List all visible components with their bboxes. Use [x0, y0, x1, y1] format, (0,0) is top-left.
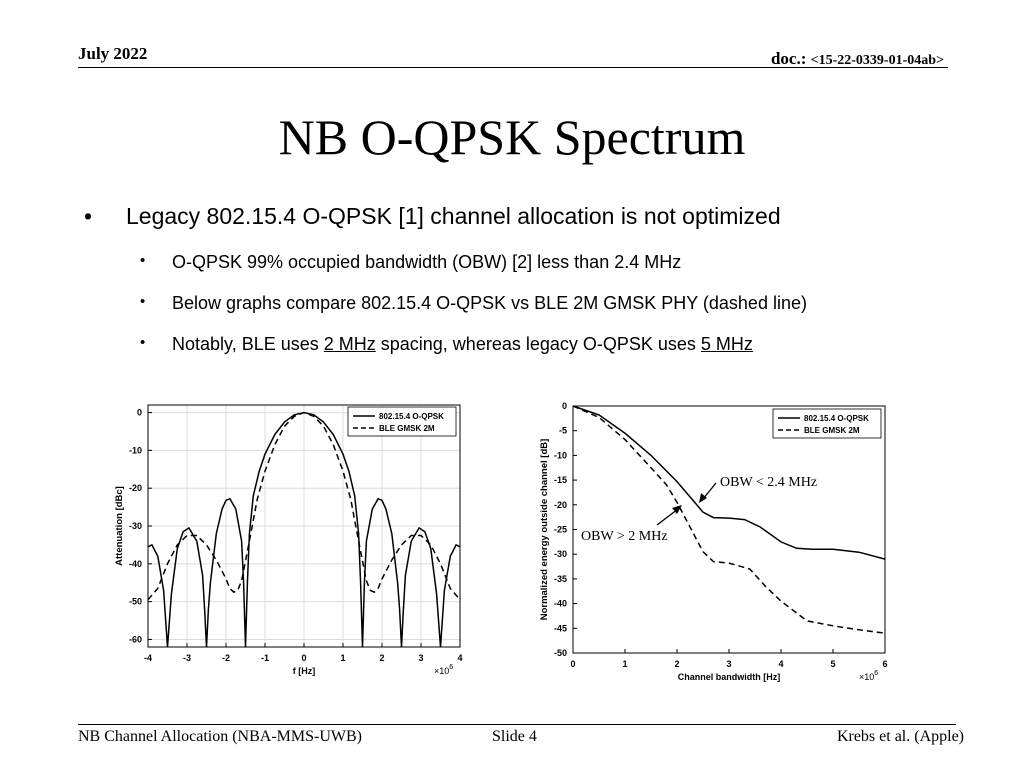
y-tick-label: -45	[554, 623, 567, 633]
header-doc-id: doc.: <15-22-0339-01-04ab>	[771, 49, 944, 69]
bullet-dot: •	[140, 252, 146, 269]
y-axis-label: Normalized energy outside channel [dB]	[539, 439, 550, 621]
x-multiplier: ×106	[434, 664, 453, 676]
footer-authors: Krebs et al. (Apple)	[836, 728, 964, 745]
annotation-arrow	[702, 482, 717, 500]
doc-label: doc.:	[770, 49, 807, 68]
slide-title: NB O-QPSK Spectrum	[278, 109, 746, 165]
spectrum-chart: -4 -3 -2 -1 0 1 2 3 40-10-20-30-40-50-60f [Hz]At…	[114, 404, 463, 676]
y-tick-label: -5	[559, 426, 567, 436]
footer-slide-number: Slide 4	[492, 728, 537, 745]
y-tick-label: -50	[554, 648, 567, 658]
y-tick-label: -20	[129, 483, 142, 493]
y-tick-label: -30	[554, 549, 567, 559]
y-tick-label: -40	[554, 599, 567, 609]
bullet-text: Notably, BLE uses 2 MHz spacing, whereas…	[172, 334, 753, 355]
legend-label: BLE GMSK 2M	[804, 426, 860, 435]
y-tick-label: -30	[129, 521, 142, 531]
series-ble-line	[147, 411, 461, 601]
obw-chart: 0 1 2 3 4 5 6 0 -5 -10 -15 -20 -25 -30 -35 -40 -45 -50 Cha…	[539, 401, 888, 682]
x-multiplier: ×106	[859, 670, 878, 682]
x-tick-label: 5	[830, 659, 835, 669]
bullet-dot: •	[140, 293, 146, 310]
legend-box	[347, 406, 457, 437]
text-mid: spacing, whereas legacy O-QPSK uses	[375, 334, 701, 354]
y-axis-label: Attenuation [dBc]	[114, 486, 125, 566]
x-tick-label: -1	[261, 653, 269, 663]
annotation-obw-lt: OBW < 2.4 MHz	[720, 475, 817, 490]
x-tick-label: 3	[418, 653, 423, 663]
x-tick-label: -3	[183, 653, 191, 663]
x-tick-label: 0	[301, 653, 306, 663]
y-tick-label: -60	[129, 634, 142, 644]
annotation-arrowhead	[672, 505, 682, 514]
legend-label: 802.15.4 O-QPSK	[804, 414, 869, 423]
x-multiplier-exponent: 6	[449, 664, 453, 671]
footer-rule	[78, 724, 956, 725]
y-tick-label: 0	[137, 408, 142, 418]
x-tick-label: 2	[379, 653, 384, 663]
header-rule	[78, 67, 948, 68]
y-tick-label: -10	[554, 450, 567, 460]
legend-label: 802.15.4 O-QPSK	[379, 412, 444, 421]
x-tick-label: 1	[340, 653, 345, 663]
x-tick-label: 4	[778, 659, 783, 669]
bullet-dot: •	[140, 334, 146, 351]
doc-number: <15-22-0339-01-04ab>	[810, 53, 944, 68]
x-axis-label: Channel bandwidth [Hz]	[678, 672, 781, 682]
x-multiplier-exponent: 6	[874, 670, 878, 677]
underlined-2mhz: 2 MHz	[323, 334, 376, 354]
text-pre: Notably, BLE uses	[172, 334, 324, 354]
y-tick-label: -25	[554, 525, 567, 535]
underlined-5mhz: 5 MHz	[700, 334, 753, 354]
y-tick-label: -10	[129, 445, 142, 455]
x-tick-label: 2	[674, 659, 679, 669]
x-tick-label: 0	[570, 659, 575, 669]
legend-box	[772, 408, 882, 439]
bullet-text: Legacy 802.15.4 O-QPSK [1] channel alloc…	[126, 203, 781, 229]
annotation-obw-gt: OBW > 2 MHz	[581, 529, 668, 544]
bullet-text: Below graphs compare 802.15.4 O-QPSK vs …	[172, 293, 807, 313]
annotation-arrow	[656, 508, 679, 526]
y-tick-label: -40	[129, 559, 142, 569]
x-tick-label: 6	[882, 659, 887, 669]
x-tick-label: -2	[222, 653, 230, 663]
x-axis-label: f [Hz]	[293, 666, 316, 676]
y-tick-label: -15	[554, 475, 567, 485]
annotation-arrowhead	[699, 493, 707, 503]
series-oqpsk-line	[572, 405, 886, 560]
bullet-dot: •	[84, 203, 93, 229]
legend-label: BLE GMSK 2M	[379, 424, 435, 433]
y-tick-label: -20	[554, 500, 567, 510]
footer-left: NB Channel Allocation (NBA-MMS-UWB)	[78, 728, 362, 745]
y-tick-label: -50	[129, 597, 142, 607]
x-tick-label: 3	[726, 659, 731, 669]
y-tick-label: 0	[562, 401, 567, 411]
x-tick-label: -4	[144, 653, 152, 663]
series-ble-line	[572, 405, 886, 634]
x-tick-label: 4	[457, 653, 462, 663]
y-tick-label: -35	[554, 574, 567, 584]
x-tick-label: 1	[622, 659, 627, 669]
bullet-text: O-QPSK 99% occupied bandwidth (OBW) [2] …	[172, 252, 682, 272]
header-date: July 2022	[78, 44, 148, 63]
